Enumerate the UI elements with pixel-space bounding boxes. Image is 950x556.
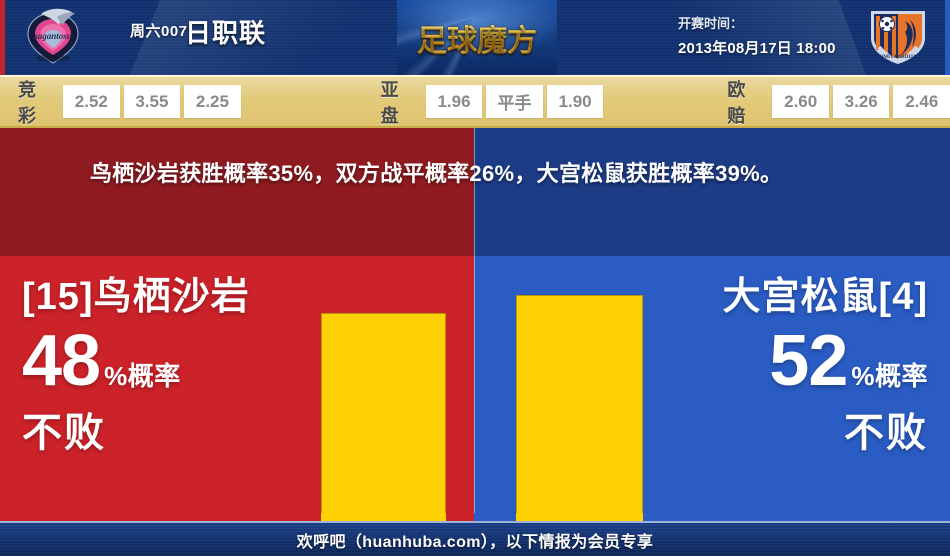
odds-cell-away[interactable]: 1.90 [546,85,604,118]
home-probability-bar [321,313,446,516]
odds-cell-home[interactable]: 1.96 [425,85,483,118]
home-team-block: [15]鸟栖沙岩 48 %概率 不败 [22,275,250,457]
home-percent-value: 48 [22,321,101,401]
header-edge-red [0,0,5,75]
home-outcome-label: 不败 [22,411,106,455]
odds-group-title: 竞彩 [18,79,37,126]
footer-text: 欢呼吧（huanhuba.com），以下情报为会员专享 [296,533,654,551]
odds-group-title: 亚盘 [380,79,400,126]
svg-text:sagantosu: sagantosu [33,31,72,41]
away-probability-bar [516,295,643,516]
odds-bar: 竞彩 2.52 3.55 2.25 亚盘 1.96 平手 1.90 欧赔 2.6… [0,75,950,128]
away-team-block: 大宫松鼠[4] 52 %概率 不败 [723,275,928,457]
away-outcome-label: 不败 [844,411,928,455]
header-edge-blue [945,0,950,75]
svg-text:OMIYA ARDIJA: OMIYA ARDIJA [880,55,917,60]
footer-bar: 欢呼吧（huanhuba.com），以下情报为会员专享 [0,523,950,556]
odds-cell-handicap[interactable]: 平手 [486,85,543,118]
summary-banner-left [0,128,474,256]
summary-banner: 鸟栖沙岩获胜概率35%，双方战平概率26%，大宫松鼠获胜概率39%。 [0,128,950,256]
away-team-name: 大宫松鼠[4] [722,276,928,318]
kickoff-label: 开赛时间： [678,16,744,31]
odds-cell-away[interactable]: 2.25 [184,85,241,118]
brand-logo: 足球魔方 [397,0,557,75]
stripe-highlight-line [0,521,950,523]
odds-cell-home[interactable]: 2.60 [772,85,829,118]
odds-cell-draw[interactable]: 3.26 [832,85,890,118]
home-team-name: [15]鸟栖沙岩 [22,276,250,318]
stripe-segment-red-right [446,513,474,523]
panel-divider [474,128,475,516]
stripe-segment-blue-left [474,513,516,523]
home-percent-unit: %概率 [104,361,181,391]
comparison-panel: 鸟栖沙岩获胜概率35%，双方战平概率26%，大宫松鼠获胜概率39%。 [15]鸟… [0,128,950,516]
odds-group-oupei: 欧赔 2.60 3.26 2.46 [727,76,950,128]
stripe-segment-blue-right [643,513,950,523]
bottom-color-stripe [0,513,950,523]
match-number-label: 周六007 [130,23,188,40]
summary-text: 鸟栖沙岩获胜概率35%，双方战平概率26%，大宫松鼠获胜概率39%。 [90,161,783,186]
kickoff-time: 2013年08月17日 18:00 [678,40,836,57]
omiya-ardija-crest-icon: OMIYA ARDIJA [871,11,925,64]
away-percent-unit: %概率 [851,361,928,391]
odds-group-jingcai: 竞彩 2.52 3.55 2.25 [18,76,241,128]
away-percent-row: 52 %概率 [723,323,928,399]
sagan-tosu-crest-icon: sagantosu [27,8,79,64]
brand-logo-text: 足球魔方 [417,16,537,60]
stripe-segment-yellow-right [516,513,643,523]
odds-cell-draw[interactable]: 3.55 [123,85,181,118]
home-percent-row: 48 %概率 [22,323,250,399]
odds-group-yapan: 亚盘 1.96 平手 1.90 [381,76,604,128]
stripe-segment-red-left [0,513,321,523]
league-name: 日职联 [185,18,267,48]
summary-banner-right [474,128,950,256]
away-percent-value: 52 [769,321,848,401]
odds-cell-home[interactable]: 2.52 [63,85,120,118]
odds-group-title: 欧赔 [727,79,747,126]
stripe-segment-yellow-left [321,513,446,523]
header-bar: sagantosu 周六007 日职联 足球魔方 开赛时间： 2013年08月1… [0,0,950,75]
brand-rays [397,16,557,75]
odds-cell-away[interactable]: 2.46 [893,85,950,118]
